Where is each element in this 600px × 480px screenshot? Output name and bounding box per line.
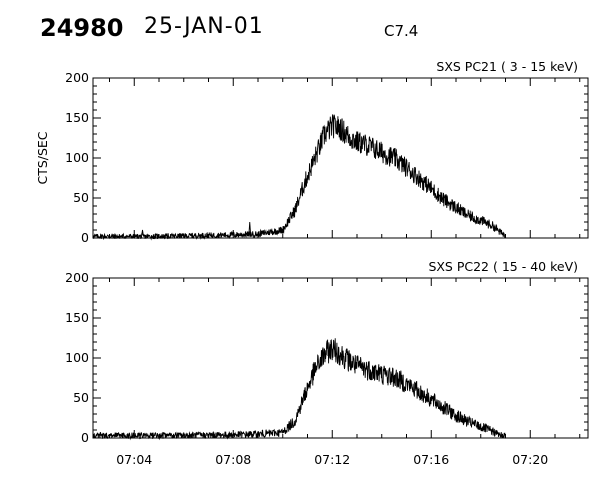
x-tick-label: 07:20 [512, 452, 548, 467]
y-tick-label: 150 [65, 110, 89, 125]
y-tick-label: 0 [81, 430, 89, 445]
panel-pc21: SXS PC21 ( 3 - 15 keV) CTS/SEC 0 50 100 150… [35, 59, 589, 245]
y-tick-label: 200 [65, 270, 89, 285]
y-axis-label: CTS/SEC [35, 131, 50, 184]
y-tick-label: 0 [81, 230, 89, 245]
y-tick-label: 200 [65, 70, 89, 85]
count-rate-series [92, 114, 506, 241]
event-id: 24980 [40, 14, 124, 42]
count-spike [141, 229, 144, 237]
flare-class: C7.4 [384, 22, 419, 40]
y-tick-label: 150 [65, 310, 89, 325]
count-rate-series [92, 338, 506, 441]
x-tick-label: 07:12 [314, 452, 350, 467]
y-tick-label: 100 [65, 150, 89, 165]
y-tick-label: 50 [73, 190, 89, 205]
y-tick-label: 100 [65, 350, 89, 365]
event-date: 25-JAN-01 [144, 14, 264, 39]
panel-pc22: SXS PC22 ( 15 - 40 keV) 0 50 100 150 200 07:0… [65, 259, 589, 467]
plot-frame [92, 77, 589, 239]
x-tick-label: 07:04 [116, 452, 152, 467]
x-tick-label: 07:16 [413, 452, 449, 467]
panel-title-pc21: SXS PC21 ( 3 - 15 keV) [436, 59, 578, 74]
y-tick-label: 50 [73, 390, 89, 405]
x-tick-label: 07:08 [215, 452, 251, 467]
count-spike [248, 221, 252, 237]
panel-title-pc22: SXS PC22 ( 15 - 40 keV) [428, 259, 578, 274]
